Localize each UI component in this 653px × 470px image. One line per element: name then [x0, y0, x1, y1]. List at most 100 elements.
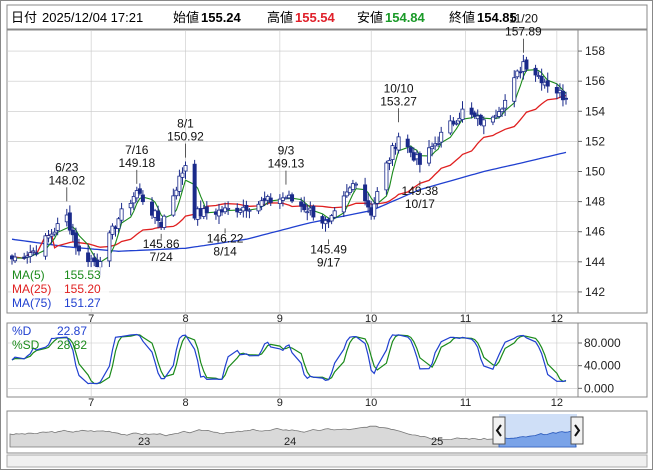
candle-body — [417, 153, 422, 165]
price-tick-label: 144 — [585, 255, 605, 269]
candle-body — [347, 187, 352, 194]
candle-body — [174, 189, 179, 197]
pctsd-line — [11, 334, 567, 385]
navigator-left-handle[interactable] — [492, 416, 506, 445]
candle-body — [247, 209, 252, 212]
low-label: 安値 — [357, 10, 383, 25]
chevron-left-icon — [495, 424, 502, 437]
candle-body — [55, 223, 60, 231]
annotation-value: 149.13 — [268, 157, 305, 171]
navigator-right-handle-box[interactable] — [570, 416, 584, 445]
price-tick-label: 158 — [585, 44, 605, 58]
candle-body — [451, 120, 456, 125]
candle-body — [156, 210, 161, 222]
osc-tick-label: 80.000 — [584, 336, 621, 350]
candle-body — [533, 67, 538, 76]
annotation-date: 11/20 — [509, 12, 538, 26]
legend-pctsd-label: %SD — [12, 338, 40, 352]
oscillator-grid — [7, 323, 578, 397]
osc-x-tick-label: 8 — [182, 397, 188, 409]
navigator-selection-line — [498, 430, 577, 448]
legend-pctsd-value: 28.82 — [57, 338, 87, 352]
oscillator-x-axis: 7 8 9 10 11 12 — [88, 397, 563, 409]
price-tick-label: 154 — [585, 104, 605, 118]
annotation-value: 148.02 — [48, 173, 85, 187]
legend-pctd-value: 22.87 — [57, 324, 87, 338]
price-tick-label: 156 — [585, 74, 605, 88]
chevron-right-icon — [574, 424, 581, 437]
candle-body — [512, 77, 517, 102]
candle-body — [524, 59, 529, 70]
candle-body — [387, 160, 392, 164]
navigator[interactable]: 23 24 25 — [6, 410, 648, 468]
candle-body — [49, 233, 54, 237]
annotation-value: 145.86 — [143, 237, 180, 251]
candle-body — [500, 108, 505, 113]
candle-body — [192, 163, 197, 219]
legend-ma25-value: 155.20 — [64, 282, 101, 296]
annotation-date: 8/1 — [177, 117, 194, 131]
candle-body — [73, 232, 78, 247]
candle-body — [481, 119, 486, 127]
candle-body — [344, 191, 349, 197]
candle-body — [390, 145, 395, 160]
candle-body — [427, 147, 432, 164]
candle-body — [216, 209, 221, 217]
oscillator-y-axis: 0.000 40.000 80.000 — [578, 336, 621, 395]
candle-body — [560, 90, 565, 101]
candle-body — [396, 136, 401, 151]
annotation-value: 153.27 — [380, 94, 417, 108]
candle-body — [366, 200, 371, 208]
candle-body — [98, 261, 103, 268]
candle-body — [469, 107, 474, 115]
candle-body — [305, 211, 310, 214]
candle-body — [405, 138, 410, 148]
annotation-date: 8/14 — [213, 244, 237, 258]
candle-body — [128, 202, 133, 209]
candle-body — [539, 75, 544, 84]
ma75-line — [11, 151, 567, 252]
candle-body — [116, 218, 121, 229]
datetime-value: 2025/12/04 17:21 — [42, 10, 143, 25]
legend-ma5-label: MA(5) — [12, 268, 45, 282]
navigator-label-24: 24 — [284, 436, 296, 448]
candle-body — [283, 197, 288, 200]
annotation-value: 150.92 — [167, 130, 204, 144]
price-x-tick-label: 11 — [460, 313, 471, 325]
candle-body — [490, 116, 495, 123]
low-value: 154.84 — [385, 10, 426, 25]
annotation-value: 146.22 — [207, 231, 244, 245]
candle-body — [277, 198, 282, 204]
navigator-right-handle[interactable] — [570, 416, 584, 445]
candle-body — [134, 190, 139, 199]
candle-body — [363, 184, 368, 202]
price-x-tick-label: 7 — [88, 313, 94, 325]
candle-body — [290, 194, 295, 202]
navigator-left-handle-box[interactable] — [492, 416, 506, 445]
annotation-date: 10/17 — [405, 197, 435, 211]
candle-body — [518, 71, 523, 74]
annotation-date: 10/10 — [384, 81, 414, 95]
candle-body — [238, 209, 243, 213]
candle-body — [150, 201, 155, 216]
oscillator-panel-frame — [6, 322, 648, 398]
navigator-label-25: 25 — [431, 436, 443, 448]
candle-body — [177, 175, 182, 192]
price-x-axis: 7 8 9 10 11 12 — [88, 313, 563, 325]
price-grid — [7, 30, 578, 313]
candle-body — [67, 212, 72, 231]
navigator-scrollbar[interactable] — [6, 454, 648, 468]
candle-body — [13, 256, 18, 262]
candle-body — [31, 250, 36, 253]
annotation-date: 7/24 — [149, 250, 173, 264]
osc-x-tick-label: 11 — [460, 397, 471, 409]
price-tick-label: 152 — [585, 134, 605, 148]
candle-body — [76, 245, 81, 252]
header-box — [6, 4, 648, 30]
candle-body — [564, 97, 569, 100]
open-value: 155.24 — [201, 10, 242, 25]
candle-body — [329, 215, 334, 222]
